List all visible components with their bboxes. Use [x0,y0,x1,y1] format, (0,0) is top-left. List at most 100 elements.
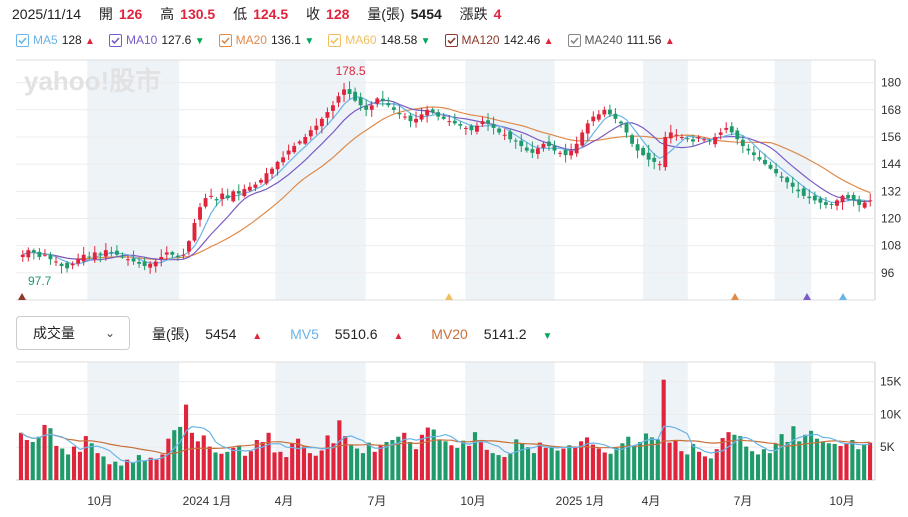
candle-body [54,261,58,263]
volume-bar [219,453,224,480]
volume-bar [325,435,330,480]
x-tick-label: 4月 [275,494,294,508]
volume-bar [767,453,772,480]
volume-bar [260,441,265,480]
volume-bar [178,426,183,480]
legend-item-ma120[interactable]: MA120 142.46 ▲ [444,32,554,47]
candle-body [264,173,269,184]
volume-bar [567,445,572,480]
candle-body [513,140,518,142]
quote-date: 2025/11/14 [12,6,82,22]
candle-body [319,118,324,127]
legend-item-ma60[interactable]: MA60 148.58 ▼ [328,33,431,47]
candle-body [419,114,424,120]
volume-bar [543,447,548,480]
checkbox-icon[interactable] [108,33,122,47]
candle-body [31,250,36,253]
candle-body [652,157,657,162]
legend-item-ma240[interactable]: MA240 111.56 ▲ [567,33,675,47]
indicator-dropdown[interactable]: 成交量 ⌄ [16,316,130,350]
x-tick-label: 2024 1月 [183,494,232,508]
candle-body [286,150,291,155]
volume-bar [614,447,619,480]
candle-body [137,261,142,264]
volume-bar [467,445,472,480]
checkbox-icon[interactable] [16,33,29,47]
legend-item-ma5[interactable]: MA5 128 ▲ [16,33,95,47]
candle-body [768,164,773,169]
volume-bar [490,453,495,480]
candle-body [164,252,169,255]
y-tick-label: 15K [880,375,901,389]
volume-bar [549,445,554,480]
volume-bar [301,446,307,480]
legend-name: MA120 [461,32,500,47]
candle-body [148,263,153,268]
candle-body [862,202,867,208]
candle-body [713,136,718,145]
volume-bar [797,441,802,480]
quote-summary: 2025/11/14 開 126 高 130.5 低 124.5 收 128 量(張) 5… [12,4,515,24]
volume-bar [850,440,855,480]
volume-bar [95,453,100,480]
volume-bar [290,443,295,480]
candle-body [491,124,496,128]
volume-bar [862,444,867,480]
candle-body [740,139,745,147]
volume-bar [738,436,743,480]
volume-bar [755,454,761,480]
candle-body [76,259,81,264]
volume-bar [207,446,212,480]
legend-item-ma20[interactable]: MA20 136.1 ▼ [218,33,315,47]
candle-body [114,250,119,255]
candle-body [203,198,208,207]
candle-body [790,182,795,187]
volume-bar [148,457,153,480]
candle-body [591,116,596,122]
volume-bar [319,450,324,480]
candle-body [524,147,529,151]
checkbox-icon[interactable] [218,33,232,47]
checkbox-icon[interactable] [444,33,458,47]
candle-body [414,118,418,123]
checkbox-icon[interactable] [328,33,342,47]
candle-body [757,157,762,160]
volume-bar [183,404,189,480]
volume-bar [520,443,525,480]
volume-bar [773,443,778,480]
candle-body [497,128,502,133]
down-arrow-icon: ▼ [194,35,205,47]
checkbox-icon[interactable] [567,33,581,47]
candle-body [746,148,751,151]
down-arrow-icon: ▼ [304,35,315,47]
volume-bar [443,441,448,480]
candle-body [829,204,834,206]
volume-bar [508,453,513,480]
volume-bar [360,453,366,480]
candle-body [735,130,740,140]
candle-body [835,200,839,206]
candle-body [751,152,756,156]
candle-body [646,152,651,160]
volume-bar [820,441,825,480]
volume-bar [266,432,271,480]
volume-bar [408,441,413,480]
candle-body [369,105,374,110]
candle-body [198,207,202,220]
candle-body [596,114,601,120]
volume-bar [413,449,419,480]
volume-bar [201,435,206,480]
volume-bar [744,446,749,480]
volume-bar [584,437,590,480]
close-value: 128 [326,6,350,22]
legend-item-ma10[interactable]: MA10 127.6 ▼ [108,33,205,47]
candle-body [242,189,247,196]
volume-bar [472,432,478,480]
candle-body [552,145,557,151]
volume-bar [419,434,424,480]
volume-bar [596,448,601,480]
candle-body [585,123,590,134]
volume-bar [272,452,277,480]
low-label: 低 [233,6,248,22]
candle-body [331,105,335,111]
